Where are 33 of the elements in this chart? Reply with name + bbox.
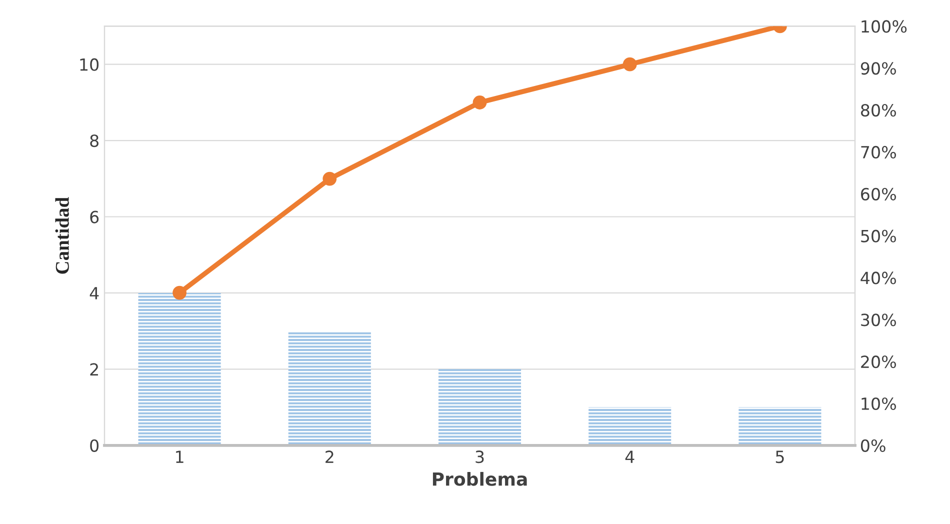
y2-tick-label: 0% xyxy=(860,439,886,452)
point xyxy=(622,57,637,72)
y2-tick-label: 30% xyxy=(861,314,896,326)
y2-tick-label: 20% xyxy=(861,356,896,368)
point xyxy=(472,96,487,110)
x-tick-label: 5 xyxy=(776,450,784,464)
x-tick-label: 1 xyxy=(176,450,184,463)
point xyxy=(172,286,186,300)
bar xyxy=(588,407,672,446)
bar xyxy=(738,407,822,446)
y2-tick-label: 80% xyxy=(860,104,896,117)
y-tick-label: 2 xyxy=(90,363,98,376)
x-tick-label: 2 xyxy=(326,450,334,463)
y-tick-label: 4 xyxy=(90,287,99,300)
y-tick-label: 8 xyxy=(90,134,98,148)
bar xyxy=(138,292,221,446)
y2-tick-label: 50% xyxy=(861,230,896,242)
y-tick-label: 0 xyxy=(90,439,99,452)
y2-tick-label: 90% xyxy=(860,62,896,75)
y-axis-title: Cantidad xyxy=(55,197,69,274)
y2-tick-label: 70% xyxy=(861,146,896,159)
y-tick-label: 6 xyxy=(90,210,99,224)
bar xyxy=(438,369,522,446)
y2-tick-label: 100% xyxy=(862,20,907,33)
point xyxy=(322,172,337,186)
x-tick-label: 3 xyxy=(476,450,484,464)
bar xyxy=(288,331,371,446)
x-axis-title: Problema xyxy=(432,472,527,486)
y2-tick-label: 60% xyxy=(861,188,896,200)
y-tick-label: 10 xyxy=(80,58,99,71)
x-tick-label: 4 xyxy=(625,450,634,463)
y2-tick-label: 40% xyxy=(860,272,896,284)
y2-tick-label: 10% xyxy=(862,397,896,410)
